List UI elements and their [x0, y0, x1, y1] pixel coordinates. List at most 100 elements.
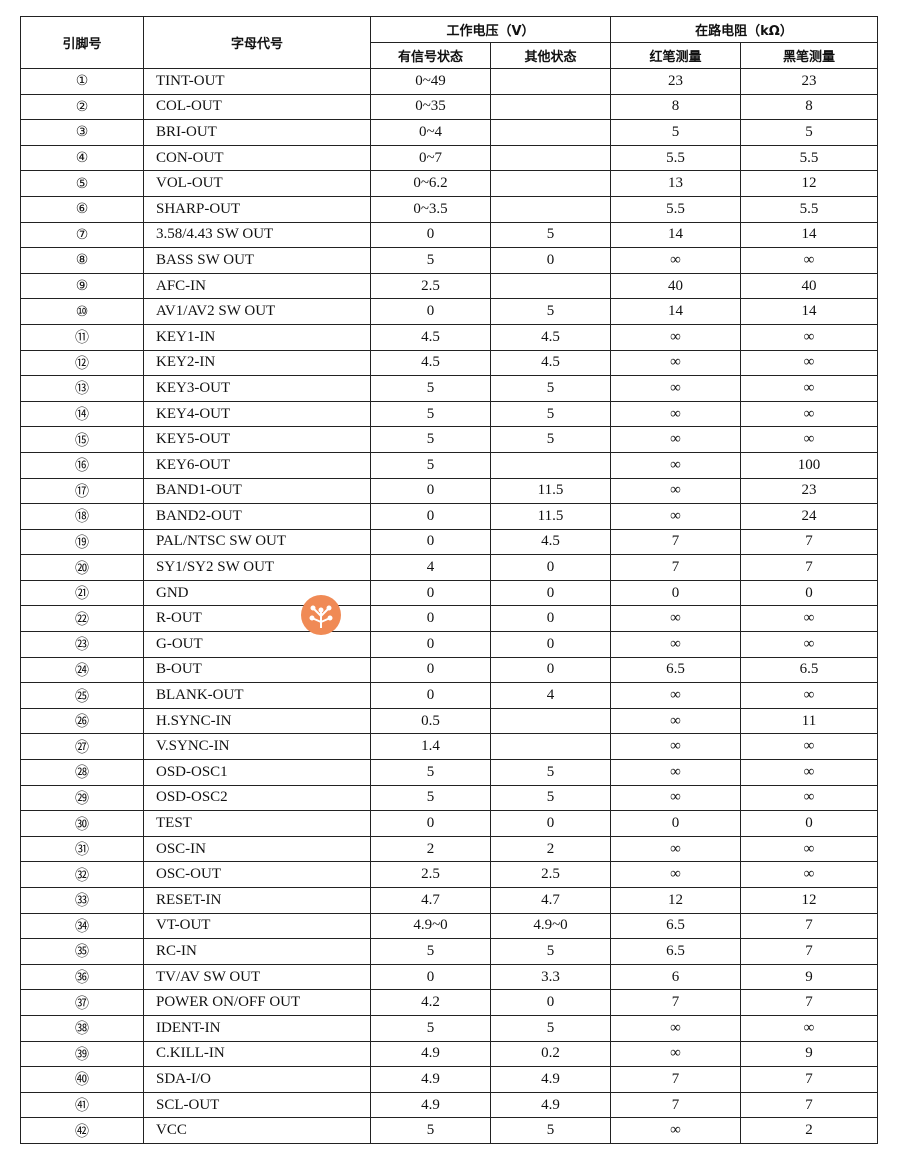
table-row: ② COL-OUT 0~35 8 8: [20, 93, 878, 121]
pin-number: ㉒: [20, 605, 144, 633]
resistance-red: 5.5: [610, 144, 741, 172]
pin-number: ⑧: [20, 247, 144, 274]
pin-number: ①: [20, 68, 144, 95]
resistance-red: ∞: [610, 349, 741, 377]
resistance-red: ∞: [610, 400, 741, 428]
voltage-signal: 0~4: [370, 119, 491, 146]
voltage-signal: 5: [370, 784, 491, 812]
pin-code: AFC-IN: [143, 272, 371, 300]
pin-number: ⑱: [20, 503, 144, 530]
voltage-other: 2.5: [490, 861, 611, 888]
resistance-red: 12: [610, 887, 741, 914]
resistance-red: 40: [610, 272, 741, 300]
pin-code: SDA-I/O: [143, 1066, 371, 1093]
pin-code: PAL/NTSC SW OUT: [143, 528, 371, 556]
resistance-black: 40: [740, 272, 878, 300]
voltage-other: [490, 451, 611, 479]
table-row: ⑪ KEY1-IN 4.5 4.5 ∞ ∞: [20, 323, 878, 351]
voltage-signal: 4.7: [370, 887, 491, 914]
resistance-red: 0: [610, 579, 741, 607]
voltage-signal: 0~7: [370, 144, 491, 172]
voltage-other: 0: [490, 810, 611, 837]
voltage-other: [490, 733, 611, 761]
pin-code: KEY5-OUT: [143, 426, 371, 453]
table-row: ㉔ B-OUT 0 0 6.5 6.5: [20, 656, 878, 684]
resistance-black: ∞: [740, 682, 878, 709]
pin-code: C.KILL-IN: [143, 1040, 371, 1068]
table-row: ⑨ AFC-IN 2.5 40 40: [20, 272, 878, 300]
resistance-red: 7: [610, 1066, 741, 1093]
resistance-black: ∞: [740, 349, 878, 377]
voltage-signal: 5: [370, 247, 491, 274]
voltage-signal: 5: [370, 1117, 491, 1144]
voltage-other: [490, 195, 611, 223]
voltage-signal: 4.9: [370, 1091, 491, 1119]
table-row: ㉞ VT-OUT 4.9~0 4.9~0 6.5 7: [20, 912, 878, 940]
pin-number: ⑥: [20, 195, 144, 223]
resistance-black: 5: [740, 119, 878, 146]
resistance-black: 23: [740, 477, 878, 505]
voltage-other: 5: [490, 400, 611, 428]
resistance-black: ∞: [740, 631, 878, 658]
voltage-signal: 0.5: [370, 707, 491, 735]
resistance-red: ∞: [610, 451, 741, 479]
pin-code: OSD-OSC2: [143, 784, 371, 812]
resistance-red: ∞: [610, 682, 741, 709]
header-code: 字母代号: [143, 16, 371, 69]
pin-number: ㉕: [20, 682, 144, 709]
pin-code: IDENT-IN: [143, 1014, 371, 1042]
pin-code: KEY1-IN: [143, 323, 371, 351]
resistance-black: ∞: [740, 375, 878, 402]
resistance-red: 7: [610, 554, 741, 581]
voltage-other: 11.5: [490, 503, 611, 530]
voltage-signal: 4.9: [370, 1066, 491, 1093]
pin-number: ㊷: [20, 1117, 144, 1144]
pin-number: ㉑: [20, 579, 144, 607]
pin-code: OSC-OUT: [143, 861, 371, 888]
voltage-other: 11.5: [490, 477, 611, 505]
voltage-signal: 4.9: [370, 1040, 491, 1068]
pin-code: COL-OUT: [143, 93, 371, 121]
resistance-black: ∞: [740, 426, 878, 453]
voltage-signal: 0~6.2: [370, 170, 491, 197]
pin-number: ②: [20, 93, 144, 121]
pin-code: VCC: [143, 1117, 371, 1144]
pin-code: POWER ON/OFF OUT: [143, 989, 371, 1016]
voltage-signal: 0~49: [370, 68, 491, 95]
resistance-black: 9: [740, 1040, 878, 1068]
pin-code: 3.58/4.43 SW OUT: [143, 221, 371, 249]
header-res-red: 红笔测量: [610, 42, 741, 69]
table-row: ⑦ 3.58/4.43 SW OUT 0 5 14 14: [20, 221, 878, 249]
pin-number: ⑬: [20, 375, 144, 402]
pin-number: ③: [20, 119, 144, 146]
pin-number: ㉟: [20, 938, 144, 965]
header-pin: 引脚号: [20, 16, 144, 69]
resistance-red: ∞: [610, 605, 741, 633]
voltage-other: 5: [490, 375, 611, 402]
voltage-signal: 4: [370, 554, 491, 581]
resistance-red: ∞: [610, 477, 741, 505]
pin-number: ㉙: [20, 784, 144, 812]
table-row: ⑳ SY1/SY2 SW OUT 4 0 7 7: [20, 554, 878, 581]
voltage-other: 5: [490, 759, 611, 786]
voltage-other: 0: [490, 579, 611, 607]
voltage-other: 0: [490, 247, 611, 274]
voltage-other: [490, 68, 611, 95]
table-row: ⑥ SHARP-OUT 0~3.5 5.5 5.5: [20, 195, 878, 223]
table-row: ㉜ OSC-OUT 2.5 2.5 ∞ ∞: [20, 861, 878, 888]
voltage-signal: 0: [370, 477, 491, 505]
pin-code: KEY3-OUT: [143, 375, 371, 402]
pin-code: RESET-IN: [143, 887, 371, 914]
header-voltage: 工作电压（V）: [370, 16, 611, 43]
table-row: ㉝ RESET-IN 4.7 4.7 12 12: [20, 887, 878, 914]
pin-number: ㉜: [20, 861, 144, 888]
resistance-black: 23: [740, 68, 878, 95]
pin-number: ⑪: [20, 323, 144, 351]
voltage-signal: 4.5: [370, 349, 491, 377]
resistance-red: ∞: [610, 784, 741, 812]
pin-code: V.SYNC-IN: [143, 733, 371, 761]
voltage-signal: 1.4: [370, 733, 491, 761]
voltage-signal: 0: [370, 503, 491, 530]
resistance-black: 12: [740, 170, 878, 197]
pin-code: BLANK-OUT: [143, 682, 371, 709]
